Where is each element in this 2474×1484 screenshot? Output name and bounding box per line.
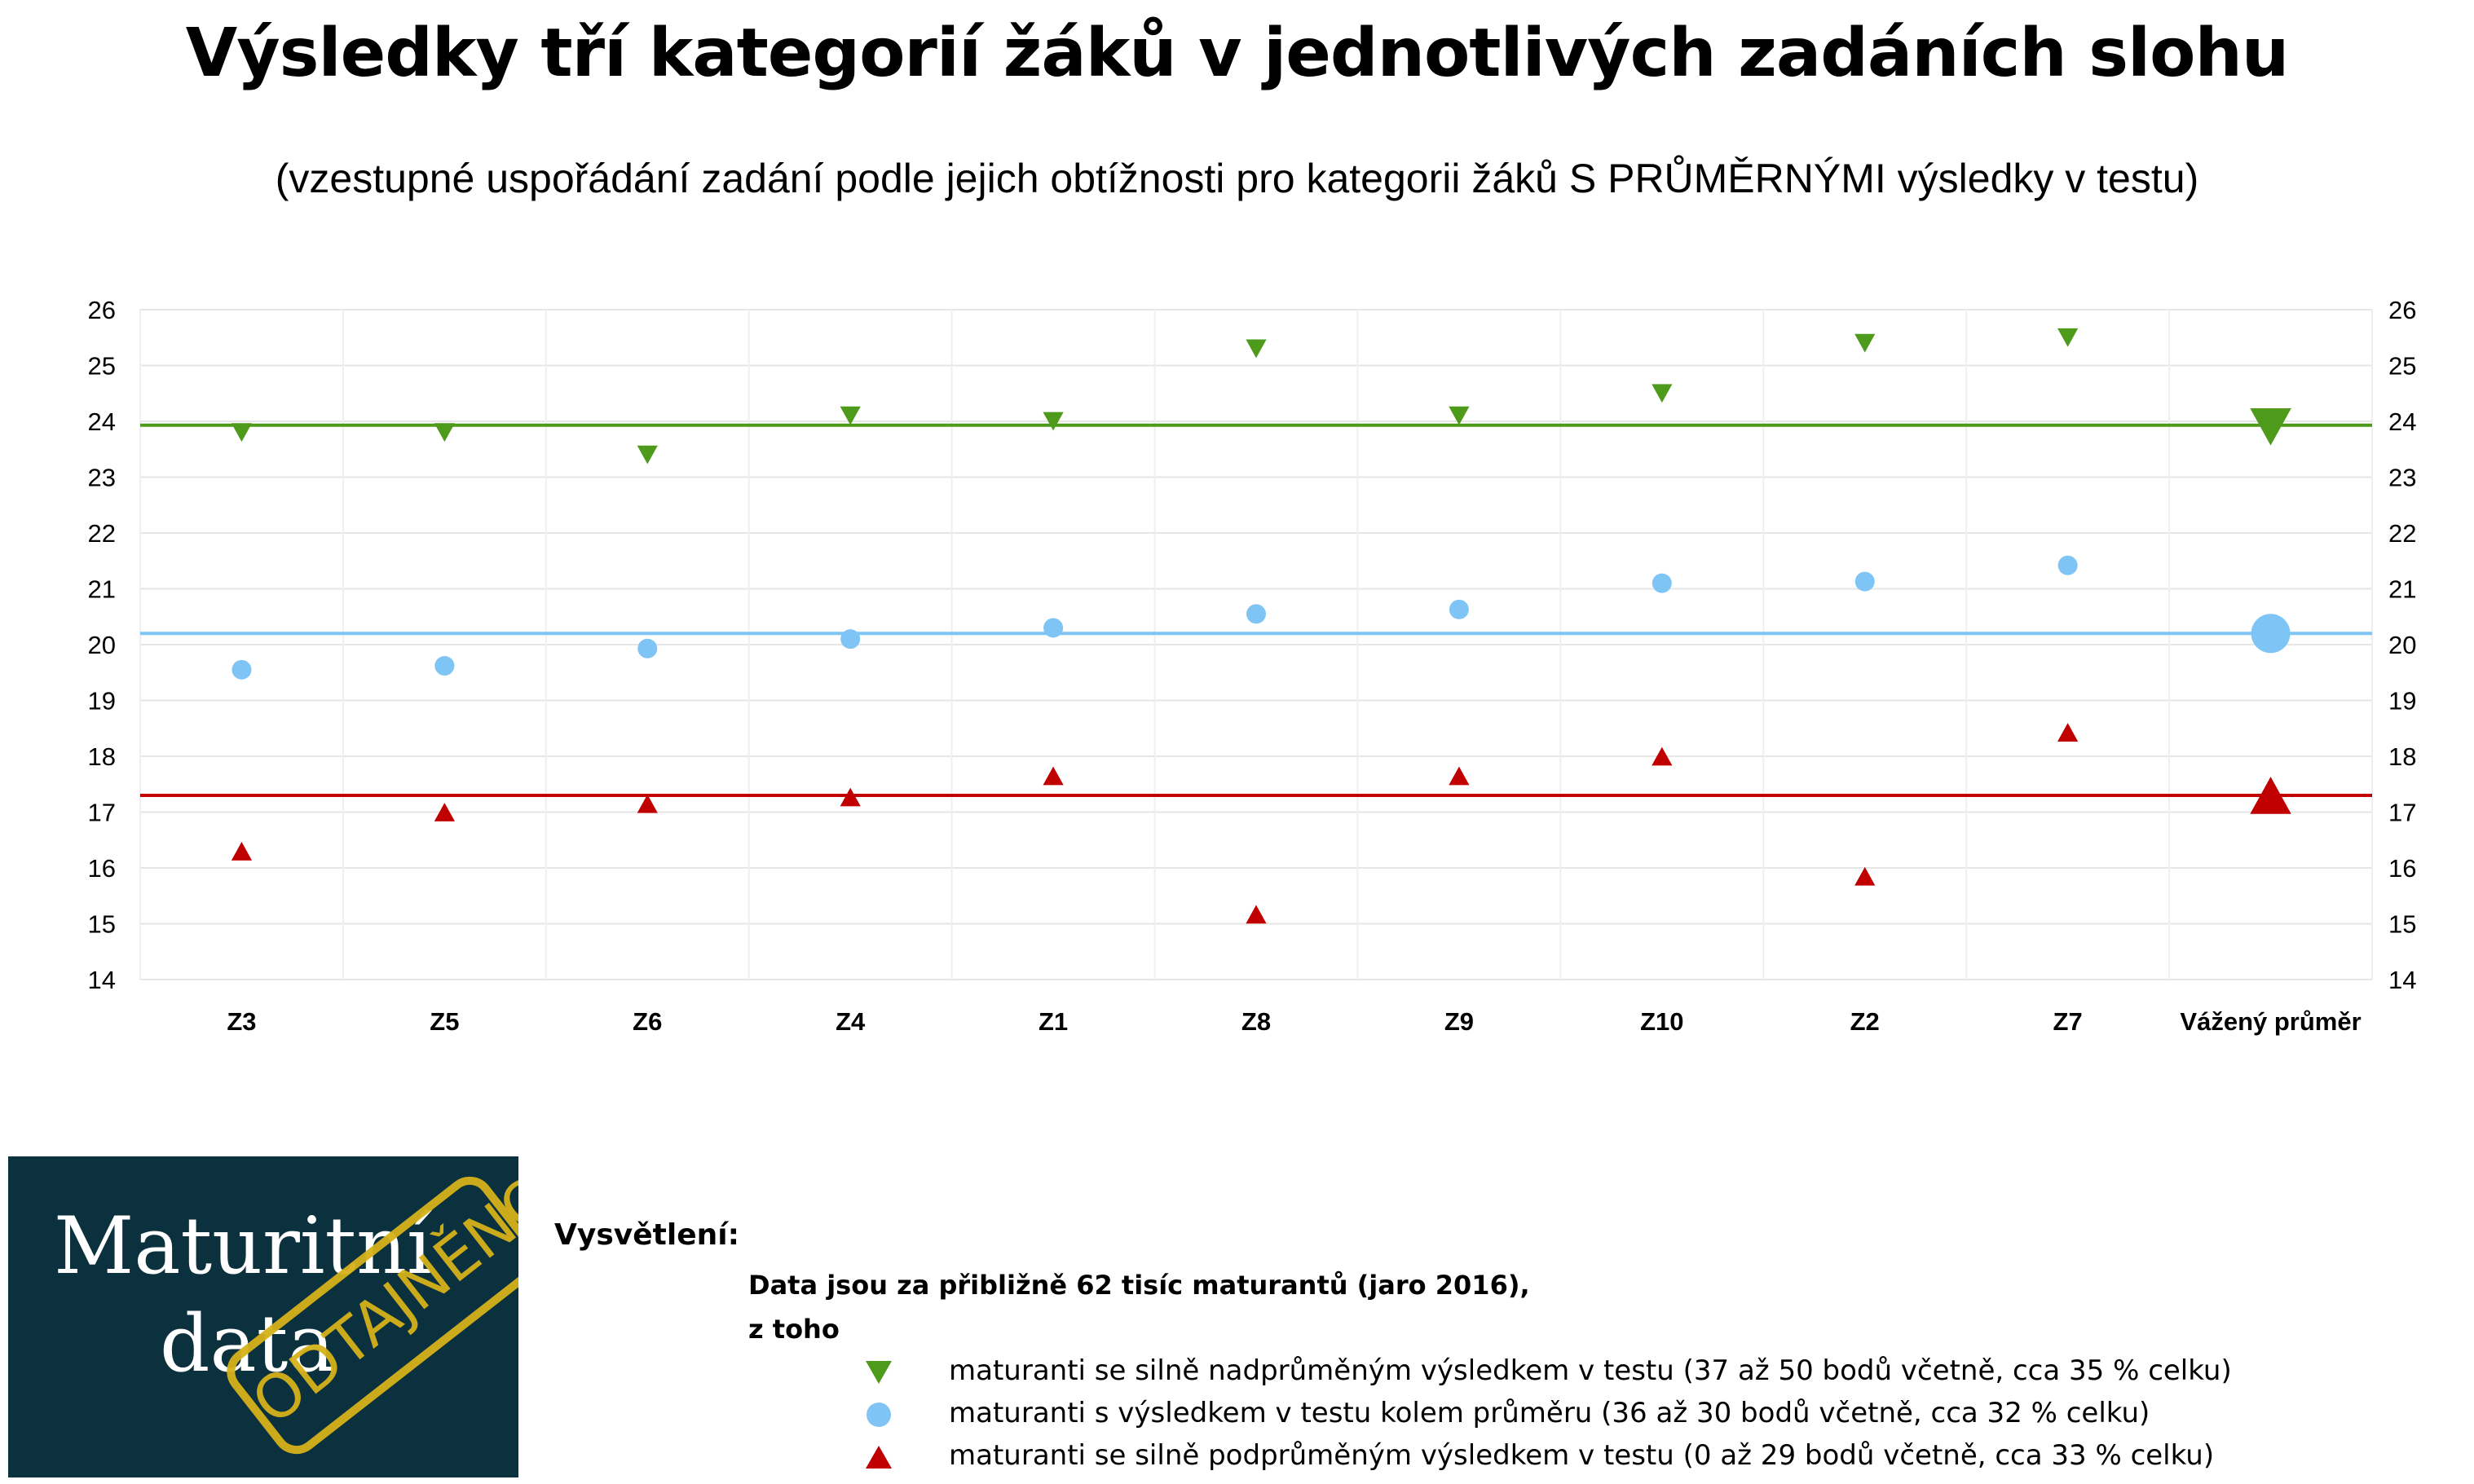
legend-item-label: maturanti se silně nadprůměným výsledkem… <box>949 1354 2232 1387</box>
x-category-label: Z5 <box>430 1007 459 1036</box>
data-point-triangle-up <box>2057 723 2079 742</box>
data-point-circle <box>1043 618 1064 638</box>
y-tick-label-left: 18 <box>88 742 116 771</box>
data-point-circle <box>232 659 252 680</box>
x-category-label: Vážený průměr <box>2180 1007 2361 1036</box>
x-category-label: Z4 <box>836 1007 866 1036</box>
data-point-circle <box>434 656 455 676</box>
x-category-label: Z10 <box>1640 1007 1683 1036</box>
y-tick-label-left: 21 <box>88 575 116 604</box>
data-point-triangle-down <box>1449 406 1470 425</box>
data-point-triangle-up <box>1246 905 1267 924</box>
y-tick-label-left: 19 <box>88 687 116 716</box>
legend-heading: Vysvětlení: <box>554 1218 739 1252</box>
data-point-circle <box>840 629 861 650</box>
data-point-circle <box>1246 604 1266 624</box>
y-tick-label-right: 21 <box>2388 575 2416 604</box>
legend-note-line-2: z toho <box>748 1314 840 1345</box>
x-category-label: Z8 <box>1241 1007 1271 1036</box>
data-point-triangle-down <box>1652 384 1673 403</box>
y-tick-label-left: 22 <box>88 519 116 548</box>
y-tick-label-right: 24 <box>2388 407 2416 436</box>
data-point-triangle-down <box>1043 412 1064 431</box>
data-point-triangle-up <box>840 787 861 807</box>
y-tick-label-right: 22 <box>2388 519 2416 548</box>
x-category-label: Z7 <box>2053 1007 2083 1036</box>
data-point-triangle-down <box>840 406 861 425</box>
y-tick-label-left: 15 <box>88 910 116 939</box>
legend-note-line-1: Data jsou za přibližně 62 tisíc maturant… <box>748 1270 1530 1301</box>
y-tick-label-left: 16 <box>88 854 116 883</box>
data-point-triangle-up <box>1043 766 1064 786</box>
data-point-circle <box>2251 614 2291 654</box>
chart-title: Výsledky tří kategorií žáků v jednotlivý… <box>185 15 2290 92</box>
legend-item-label: maturanti se silně podprůměným výsledkem… <box>949 1439 2215 1472</box>
legend-item-label: maturanti s výsledkem v testu kolem prům… <box>949 1397 2150 1429</box>
y-tick-label-right: 18 <box>2388 742 2416 771</box>
data-point-triangle-down <box>1246 339 1267 359</box>
y-tick-label-right: 26 <box>2388 296 2416 324</box>
y-tick-label-left: 14 <box>88 966 116 994</box>
data-point-triangle-down <box>1854 333 1876 353</box>
scatter-chart: 14 14 15 15 16 16 17 17 18 18 19 19 20 20 21 21 22 22 23 23… <box>88 296 2417 1036</box>
y-tick-label-left: 26 <box>88 296 116 324</box>
data-point-triangle-down <box>637 445 658 465</box>
y-tick-label-left: 23 <box>88 464 116 492</box>
y-tick-label-right: 15 <box>2388 910 2416 939</box>
data-point-triangle-up <box>1854 866 1876 886</box>
x-category-label: Z9 <box>1444 1007 1474 1036</box>
chart-subtitle: (vzestupné uspořádání zadání podle jejic… <box>275 156 2199 201</box>
x-category-label: Z2 <box>1850 1007 1880 1036</box>
data-point-circle <box>1652 573 1672 593</box>
data-point-circle <box>1449 599 1469 619</box>
data-point-circle <box>2057 555 2078 575</box>
y-tick-label-right: 25 <box>2388 352 2416 381</box>
logo-line-2: data <box>160 1298 335 1389</box>
y-tick-label-right: 23 <box>2388 464 2416 492</box>
legend-marker-triangle-down <box>866 1361 892 1384</box>
legend: Vysvětlení: Data jsou za přibližně 62 ti… <box>554 1218 2429 1478</box>
legend-note: Data jsou za přibližně 62 tisíc maturant… <box>748 1263 2429 1351</box>
data-point-triangle-up <box>637 794 658 813</box>
logo-line-1: Maturitní <box>54 1200 432 1292</box>
legend-item: maturanti s výsledkem v testu kolem prům… <box>862 1394 2429 1436</box>
y-tick-label-left: 17 <box>88 799 116 827</box>
data-point-triangle-up <box>1449 766 1470 786</box>
y-tick-label-right: 20 <box>2388 631 2416 659</box>
data-point-circle <box>637 638 658 658</box>
data-point-triangle-up <box>1652 746 1673 766</box>
x-category-label: Z3 <box>227 1007 256 1036</box>
y-tick-label-right: 14 <box>2388 966 2416 994</box>
data-point-triangle-down <box>2250 408 2291 446</box>
legend-item: maturanti se silně nadprůměným výsledkem… <box>862 1351 2429 1394</box>
data-point-circle <box>1854 571 1875 592</box>
y-tick-label-right: 17 <box>2388 799 2416 827</box>
y-tick-label-right: 19 <box>2388 687 2416 716</box>
x-category-label: Z6 <box>633 1007 662 1036</box>
y-tick-label-right: 16 <box>2388 854 2416 883</box>
x-category-label: Z1 <box>1039 1007 1068 1036</box>
y-tick-label-left: 20 <box>88 631 116 659</box>
data-point-triangle-up <box>434 803 455 821</box>
data-point-triangle-down <box>434 423 455 443</box>
y-tick-label-left: 24 <box>88 407 116 436</box>
data-point-triangle-up <box>231 842 253 861</box>
data-point-triangle-up <box>2250 777 2291 814</box>
data-point-triangle-down <box>231 423 253 443</box>
legend-item: maturanti se silně podprůměným výsledkem… <box>862 1436 2429 1478</box>
data-point-triangle-down <box>2057 328 2079 347</box>
maturitni-data-logo: Maturitní data ODTAJNĚNO <box>8 1156 518 1477</box>
legend-marker-triangle-up <box>866 1446 892 1469</box>
y-tick-label-left: 25 <box>88 352 116 381</box>
legend-marker-circle <box>867 1403 891 1427</box>
logo-text: Maturitní data <box>54 1197 432 1393</box>
